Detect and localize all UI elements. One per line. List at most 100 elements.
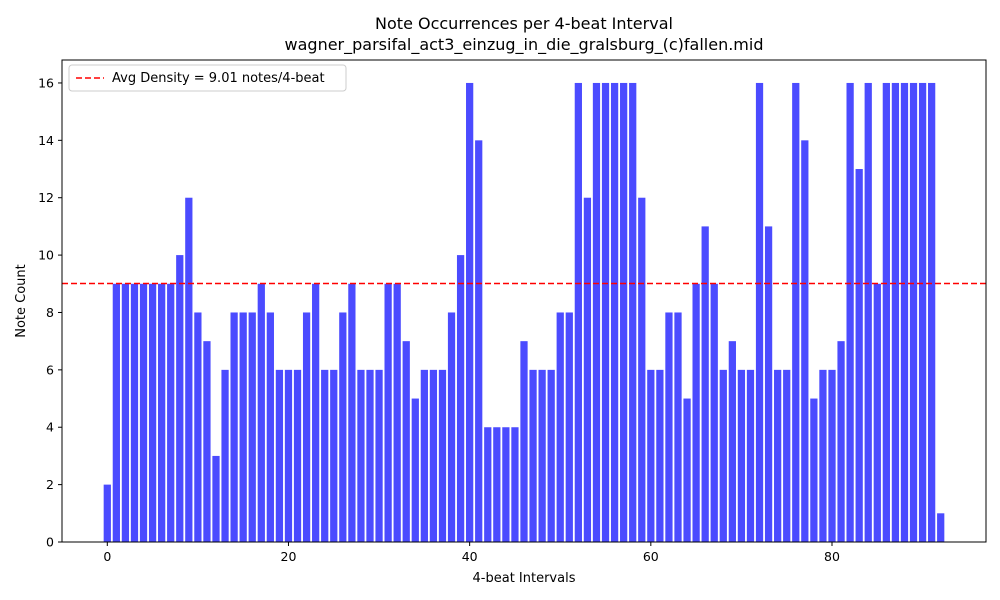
bar (764, 226, 773, 542)
bar (810, 398, 818, 542)
y-axis-label: Note Count (14, 264, 29, 338)
bar (393, 283, 401, 542)
bar (384, 283, 392, 542)
bar (638, 197, 646, 542)
bar (737, 369, 746, 542)
bar (212, 455, 220, 542)
bar (783, 369, 791, 542)
bar (330, 369, 338, 542)
legend-box (68, 64, 347, 92)
bar (203, 341, 211, 542)
bar (538, 369, 546, 542)
x-axis-ticks: 0 20 40 60 80 (103, 542, 840, 564)
bar (620, 82, 628, 542)
bar (656, 369, 664, 542)
bar (556, 312, 564, 542)
bar (121, 283, 130, 542)
bar (502, 427, 510, 542)
bar (828, 369, 836, 542)
bar (511, 427, 519, 542)
bar (937, 513, 945, 542)
bar (855, 169, 863, 542)
x-tick-label: 60 (643, 549, 659, 564)
y-tick-label: 8 (46, 305, 54, 320)
plot-frame (61, 59, 987, 543)
bar (312, 283, 320, 542)
bar (692, 283, 700, 542)
bar (520, 341, 528, 542)
bar (429, 369, 438, 542)
x-tick-label: 80 (824, 549, 840, 564)
bar (447, 312, 456, 542)
bar (103, 484, 111, 542)
bar (900, 82, 909, 542)
bar (484, 427, 492, 542)
bar (493, 427, 501, 542)
bar (148, 283, 157, 542)
legend-label: Avg Density = 9.01 notes/4-beat (112, 71, 325, 86)
bar (891, 82, 900, 542)
y-tick-label: 16 (38, 75, 54, 90)
bar (565, 312, 573, 542)
bar (873, 283, 881, 542)
bar (257, 283, 265, 542)
y-tick-label: 4 (46, 420, 54, 435)
x-tick-label: 0 (103, 549, 111, 564)
bars-group (103, 82, 945, 543)
bar (864, 82, 872, 542)
bar (719, 369, 727, 542)
bar (402, 341, 410, 542)
bar (846, 82, 854, 542)
bar (230, 312, 238, 542)
bar (456, 255, 465, 542)
bar (801, 140, 809, 543)
bar (701, 226, 709, 542)
bar (792, 82, 800, 542)
bar (629, 82, 637, 542)
chart-title: Note Occurrences per 4-beat Interval (375, 14, 673, 33)
bar (375, 369, 383, 542)
y-tick-label: 2 (46, 477, 54, 492)
bar (357, 369, 365, 542)
bar (366, 369, 374, 542)
bar (601, 82, 610, 542)
bar (420, 369, 428, 542)
bar (158, 283, 166, 542)
y-tick-label: 12 (38, 190, 54, 205)
bar (248, 312, 256, 542)
bar (583, 197, 592, 542)
bar (130, 283, 139, 542)
bar (928, 82, 936, 542)
y-tick-label: 14 (38, 133, 54, 148)
bar (547, 369, 555, 542)
y-tick-label: 10 (38, 248, 54, 263)
bar (918, 82, 927, 542)
bar (574, 82, 582, 542)
bar (837, 341, 845, 542)
bar (438, 369, 447, 542)
bar (674, 312, 682, 542)
bar (710, 283, 718, 542)
bar (293, 369, 302, 542)
bar (610, 82, 619, 542)
bar (411, 398, 419, 542)
bar (266, 312, 274, 542)
chart-subtitle: wagner_parsifal_act3_einzug_in_die_grals… (285, 35, 764, 55)
bar (746, 369, 755, 542)
y-tick-label: 0 (46, 535, 54, 550)
bar (755, 82, 764, 542)
bar (321, 369, 329, 542)
bar (176, 255, 184, 542)
bar (819, 369, 827, 542)
bar (774, 369, 782, 542)
bar (728, 341, 736, 542)
bar (529, 369, 537, 542)
bar (647, 369, 655, 542)
bar (466, 82, 474, 542)
bar (194, 312, 202, 542)
bar (185, 197, 193, 542)
bar (167, 283, 175, 542)
x-tick-label: 40 (462, 549, 478, 564)
bar (284, 369, 293, 542)
